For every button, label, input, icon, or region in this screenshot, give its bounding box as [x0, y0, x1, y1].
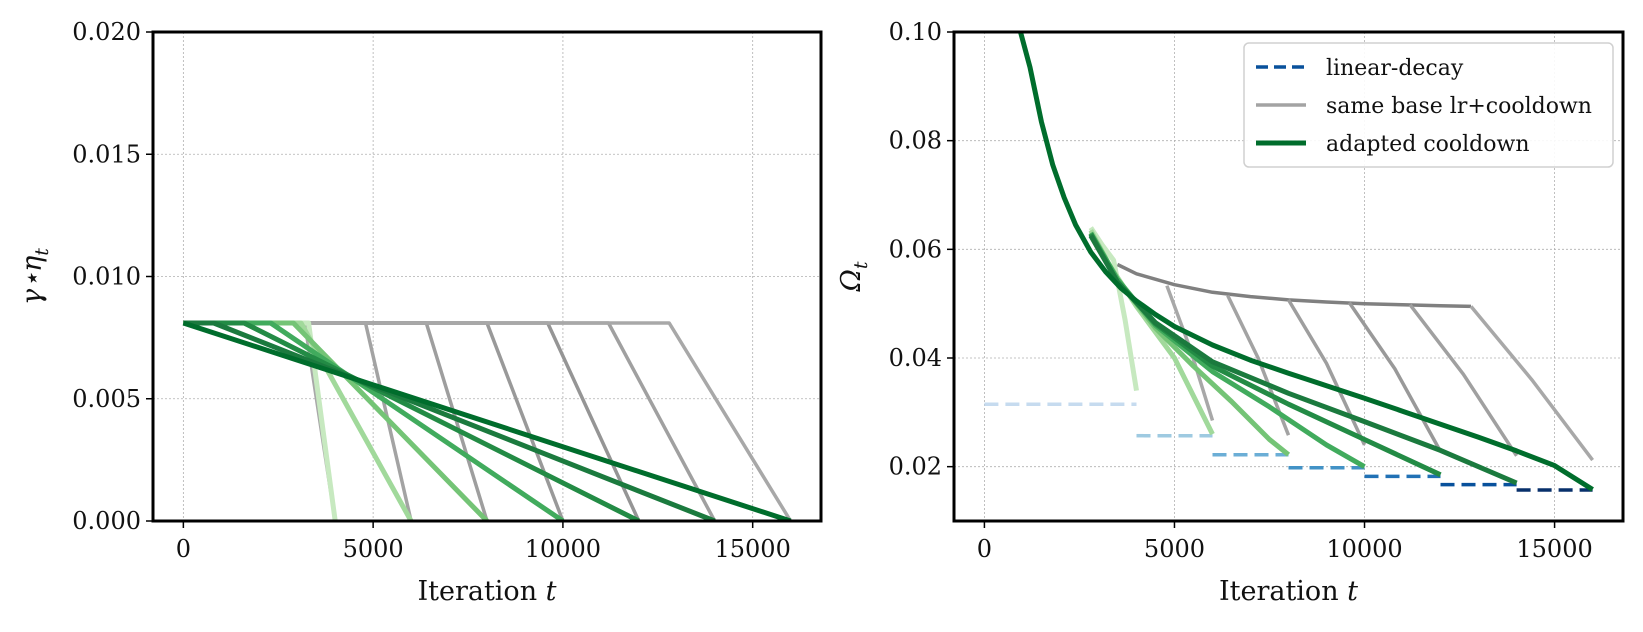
series-line-adapted-cooldown: [183, 320, 640, 521]
left-panel: 0 5000 10000 15000 0.000 0.005 0.010 0.015 0.020…: [17, 18, 823, 607]
y-tick-label: 0.08: [889, 127, 942, 155]
y-tick-label: 0.005: [72, 385, 141, 413]
y-axis-label: γ⋆ηt: [17, 248, 53, 305]
legend-box: [1243, 42, 1614, 168]
series-group: [182, 320, 793, 521]
y-tick-label: 0.02: [889, 453, 942, 481]
y-axis-label: Ωt: [836, 261, 872, 292]
x-tick-label: 15000: [715, 535, 791, 563]
series-line-same-base-lr-cooldown: [183, 321, 641, 521]
right-panel: 0 5000 10000 15000 0.02 0.04 0.06 0.08 0.10 Itera…: [836, 18, 1625, 607]
x-axis-label: Iteration t: [1219, 576, 1358, 607]
axes-frame: [952, 30, 1625, 523]
y-tick-label: 0.06: [889, 235, 942, 263]
legend-label: adapted cooldown: [1326, 132, 1530, 157]
x-tick-label: 5000: [1144, 535, 1205, 563]
series-line-same-base-lr-cooldown: [183, 321, 793, 521]
series-group: [984, 32, 1594, 492]
series-line-same-base-lr-cooldown: [1347, 301, 1443, 453]
y-tick-label: 0.10: [889, 18, 942, 46]
series-line-same-base-lr-cooldown: [1226, 294, 1291, 436]
y-tick-label: 0.000: [72, 507, 141, 535]
x-tick-label: 10000: [1326, 535, 1402, 563]
x-tick-label: 5000: [343, 535, 404, 563]
series-line-adapted-cooldown: [182, 320, 792, 521]
legend-label: linear-decay: [1326, 56, 1464, 81]
x-tick-label: 15000: [1516, 535, 1592, 563]
series-line-same-base-lr-cooldown: [1469, 305, 1594, 462]
series-line-same-base-lr-cooldown: [183, 321, 413, 521]
x-tick-label: 0: [176, 535, 191, 563]
y-tick-label: 0.04: [889, 344, 942, 372]
y-tick-label: 0.020: [72, 18, 141, 46]
y-tick-label: 0.015: [72, 140, 141, 168]
legend: linear-decay same base lr+cooldown adapted…: [1243, 42, 1614, 168]
x-tick-label: 0: [977, 535, 992, 563]
y-tick-label: 0.010: [72, 263, 141, 291]
legend-label: same base lr+cooldown: [1326, 94, 1592, 119]
series-line-adapted-cooldown: [183, 320, 716, 521]
x-tick-label: 10000: [525, 535, 601, 563]
series-line-adapted-cooldown: [183, 320, 414, 521]
series-line-same-base-lr-cooldown: [1408, 303, 1519, 457]
x-axis-label: Iteration t: [417, 576, 556, 607]
series-line-adapted-cooldown: [1018, 32, 1594, 492]
